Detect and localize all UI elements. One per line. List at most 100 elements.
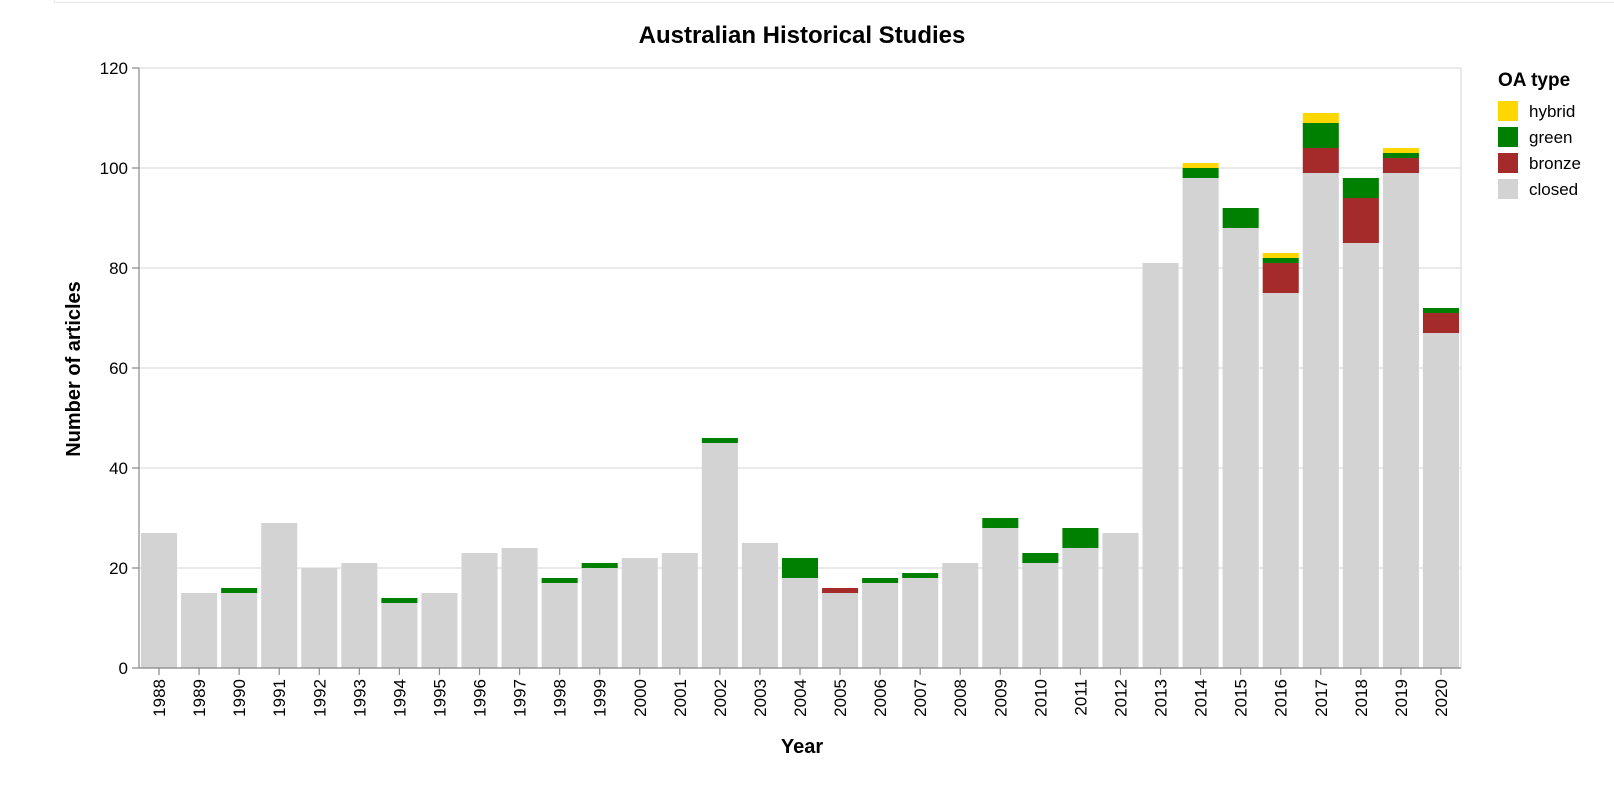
bar-segment-closed-2003 <box>741 543 778 668</box>
x-tick-label: 1990 <box>230 679 249 717</box>
x-tick-label: 2001 <box>671 679 690 717</box>
x-tick-label: 1994 <box>390 679 409 717</box>
bar-segment-hybrid-2016 <box>1262 253 1299 258</box>
bar-segment-closed-2005 <box>822 593 859 668</box>
x-tick-label: 2003 <box>751 679 770 717</box>
bar-segment-green-1990 <box>221 588 258 593</box>
bar-segment-green-2006 <box>862 578 899 583</box>
bar-segment-green-2007 <box>902 573 939 578</box>
bar-segment-hybrid-2019 <box>1382 148 1419 153</box>
x-tick-label: 2015 <box>1232 679 1251 717</box>
legend: OA type hybrid green bronze closed <box>1498 70 1581 199</box>
x-tick-label: 1997 <box>511 679 530 717</box>
x-tick-label: 2017 <box>1312 679 1331 717</box>
x-tick-label: 2002 <box>711 679 730 717</box>
bar-segment-closed-2006 <box>862 583 899 668</box>
bar-segment-green-2011 <box>1062 528 1099 548</box>
bar-segment-closed-2002 <box>701 443 738 668</box>
y-tick-label: 100 <box>100 159 128 178</box>
bar-segment-closed-1999 <box>581 568 618 668</box>
bar-segment-closed-1994 <box>381 603 418 668</box>
x-tick-label: 2019 <box>1392 679 1411 717</box>
bar-segment-closed-2009 <box>982 528 1019 668</box>
x-tick-label: 1988 <box>150 679 169 717</box>
bar-segment-green-1998 <box>541 578 578 583</box>
bar-segment-green-2004 <box>781 558 819 578</box>
bar-segment-green-2015 <box>1222 208 1259 228</box>
bar-segment-closed-2019 <box>1382 173 1419 668</box>
bar-segment-green-2020 <box>1422 308 1459 313</box>
bar-segment-closed-1996 <box>461 553 498 668</box>
x-tick-label: 1999 <box>591 679 610 717</box>
y-tick-label: 20 <box>109 559 128 578</box>
legend-label-closed: closed <box>1529 180 1578 199</box>
x-tick-label: 2014 <box>1192 679 1211 717</box>
y-tick-label: 40 <box>109 459 128 478</box>
chart-title: Australian Historical Studies <box>639 22 966 49</box>
bar-segment-closed-2013 <box>1142 263 1179 668</box>
y-tick-label: 60 <box>109 359 128 378</box>
bar-segment-closed-2012 <box>1102 533 1139 668</box>
bar-segment-bronze-2019 <box>1382 158 1419 173</box>
bar-segment-closed-1992 <box>301 568 338 668</box>
bar-segment-closed-1988 <box>141 533 178 668</box>
legend-swatch-green <box>1498 127 1518 147</box>
x-tick-label: 1993 <box>350 679 369 717</box>
bar-segment-closed-1998 <box>541 583 578 668</box>
x-tick-label: 2018 <box>1352 679 1371 717</box>
bar-segment-green-2014 <box>1182 168 1219 178</box>
legend-swatch-bronze <box>1498 153 1518 173</box>
x-tick-label: 1989 <box>190 679 209 717</box>
top-frame-edge <box>54 0 1614 3</box>
y-axis-title: Number of articles <box>63 281 85 457</box>
bar-segment-hybrid-2017 <box>1302 113 1339 123</box>
bar-segment-closed-2000 <box>621 558 658 668</box>
left-frame-edge <box>54 0 55 2</box>
bar-segment-closed-2004 <box>781 578 819 668</box>
bar-segment-closed-1989 <box>181 593 218 668</box>
bar-segment-closed-1990 <box>221 593 258 668</box>
x-tick-label: 1998 <box>551 679 570 717</box>
legend-label-green: green <box>1529 128 1572 147</box>
bar-segment-green-2019 <box>1382 153 1419 158</box>
bar-segment-closed-2018 <box>1342 243 1379 668</box>
y-tick-label: 80 <box>109 259 128 278</box>
legend-label-bronze: bronze <box>1529 154 1581 173</box>
bar-segment-closed-1995 <box>421 593 458 668</box>
bar-segment-green-2010 <box>1022 553 1059 563</box>
bar-segment-bronze-2016 <box>1262 263 1299 293</box>
bar-segment-closed-2010 <box>1022 563 1059 668</box>
bar-segment-closed-2020 <box>1422 333 1459 668</box>
bar-segment-closed-2017 <box>1302 173 1339 668</box>
x-tick-label: 2000 <box>631 679 650 717</box>
bar-segment-green-2009 <box>982 518 1019 528</box>
bar-segment-closed-1997 <box>501 548 538 668</box>
bar-segment-bronze-2020 <box>1422 313 1459 333</box>
bar-segment-green-2017 <box>1302 123 1339 148</box>
bar-segment-closed-1991 <box>261 523 298 668</box>
y-tick-label: 120 <box>100 59 128 78</box>
bar-segment-closed-2007 <box>902 578 939 668</box>
bar-segment-bronze-2017 <box>1302 148 1339 173</box>
x-tick-label: 2012 <box>1111 679 1130 717</box>
bar-segment-bronze-2018 <box>1342 198 1379 243</box>
bar-segment-green-2002 <box>701 438 738 443</box>
bar-segment-closed-2008 <box>942 563 979 668</box>
x-tick-label: 2004 <box>791 679 810 717</box>
x-tick-label: 2011 <box>1071 679 1090 716</box>
x-axis-title: Year <box>781 736 823 758</box>
bar-segment-green-2018 <box>1342 178 1379 198</box>
bars <box>141 113 1459 668</box>
x-tick-label: 2010 <box>1031 679 1050 717</box>
bar-segment-hybrid-2014 <box>1182 163 1219 168</box>
bar-segment-closed-2014 <box>1182 178 1219 668</box>
y-tick-label: 0 <box>119 659 128 678</box>
bar-segment-closed-2011 <box>1062 548 1099 668</box>
x-tick-label: 1991 <box>270 679 289 717</box>
x-tick-label: 2006 <box>871 679 890 717</box>
bar-segment-bronze-2005 <box>822 588 859 593</box>
x-tick-label: 1996 <box>471 679 490 717</box>
bar-segment-closed-1993 <box>341 563 378 668</box>
x-tick-label: 2008 <box>951 679 970 717</box>
